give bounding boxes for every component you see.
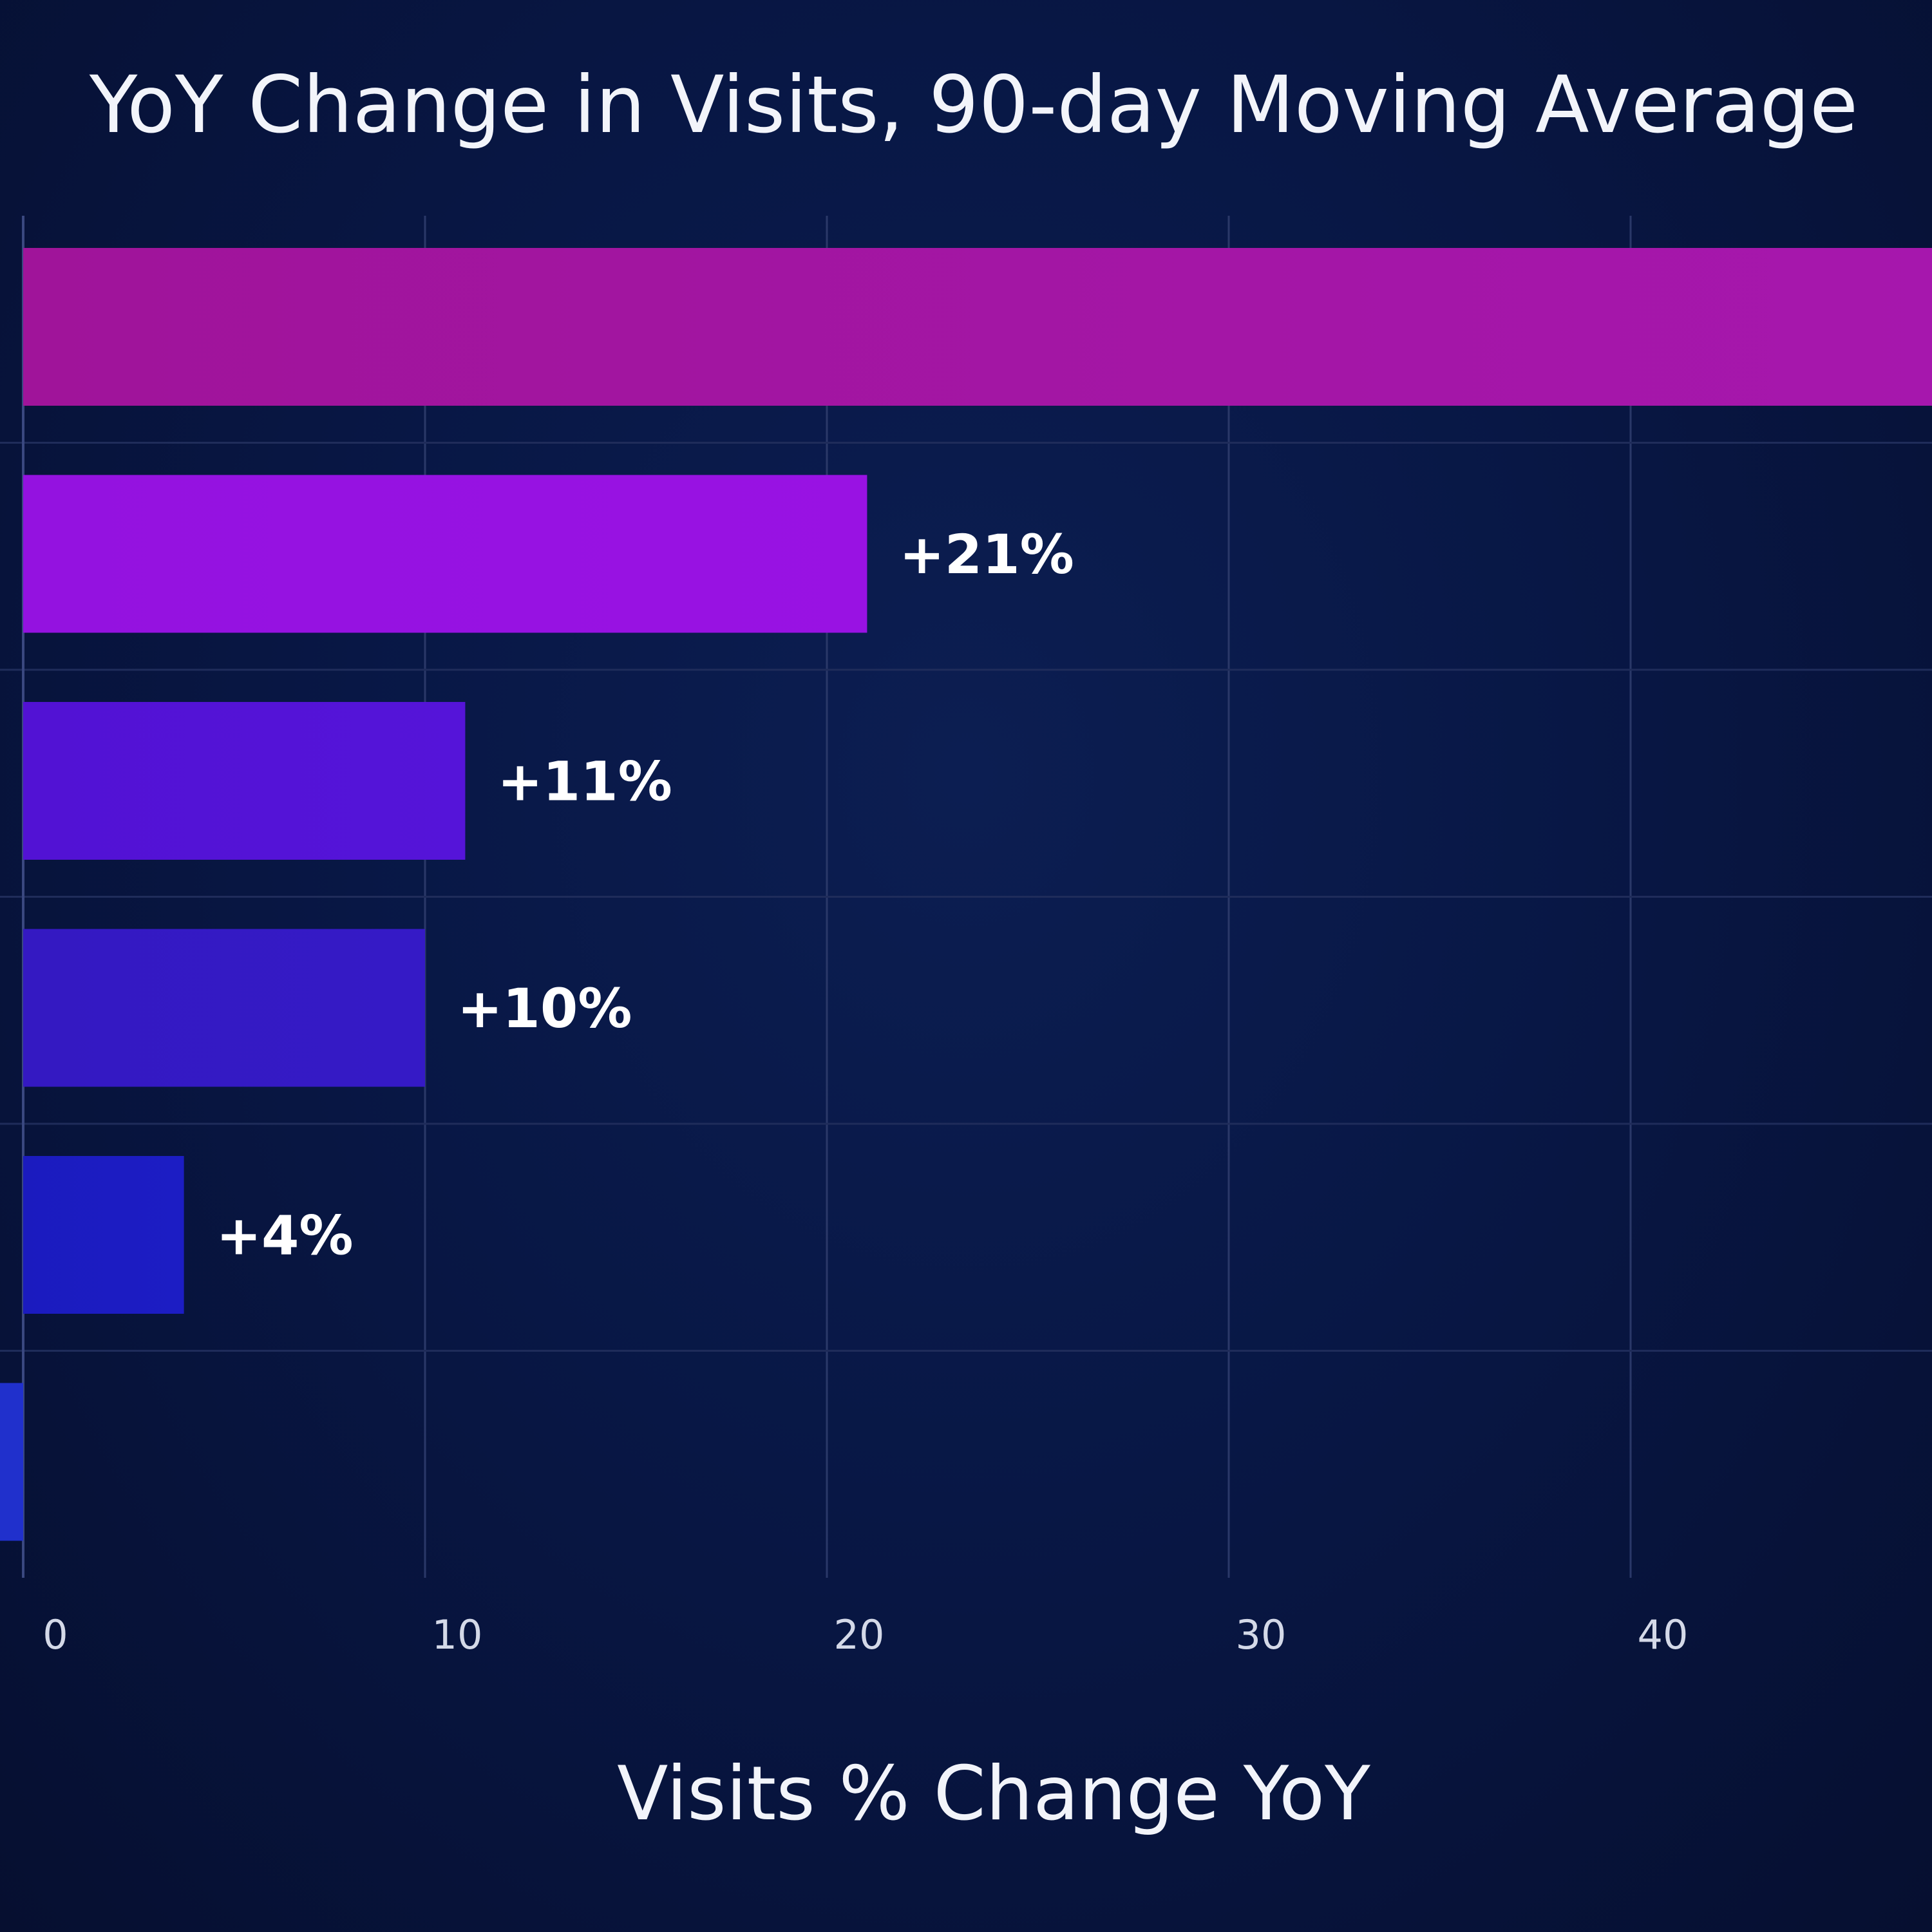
x-tick-label-30: 30: [1236, 1611, 1287, 1658]
bar-value-label-3: +11%: [497, 750, 672, 813]
chart-title: YoY Change in Visits, 90-day Moving Aver…: [89, 59, 1858, 151]
bar-4: [23, 929, 425, 1087]
bar-2: [23, 475, 867, 633]
bar-5: [23, 1156, 184, 1314]
bar-value-label-5: +4%: [216, 1204, 354, 1267]
bar-value-label-2: +21%: [899, 523, 1074, 586]
x-tick-label-0: 0: [43, 1611, 68, 1658]
bar-value-label-4: +10%: [457, 977, 632, 1040]
data-labels: +21% +11% +10% +4%: [216, 523, 1074, 1267]
x-axis-label: Visits % Change YoY: [617, 1750, 1371, 1837]
grid-lines: [0, 216, 1932, 1578]
bar-6: [0, 1383, 23, 1541]
bar-1: [23, 248, 1932, 406]
x-tick-label-20: 20: [834, 1611, 885, 1658]
x-tick-label-10: 10: [432, 1611, 483, 1658]
x-tick-label-40: 40: [1638, 1611, 1689, 1658]
bar-3: [23, 702, 465, 860]
x-axis-ticks: 0 10 20 30 40: [43, 1611, 1688, 1658]
